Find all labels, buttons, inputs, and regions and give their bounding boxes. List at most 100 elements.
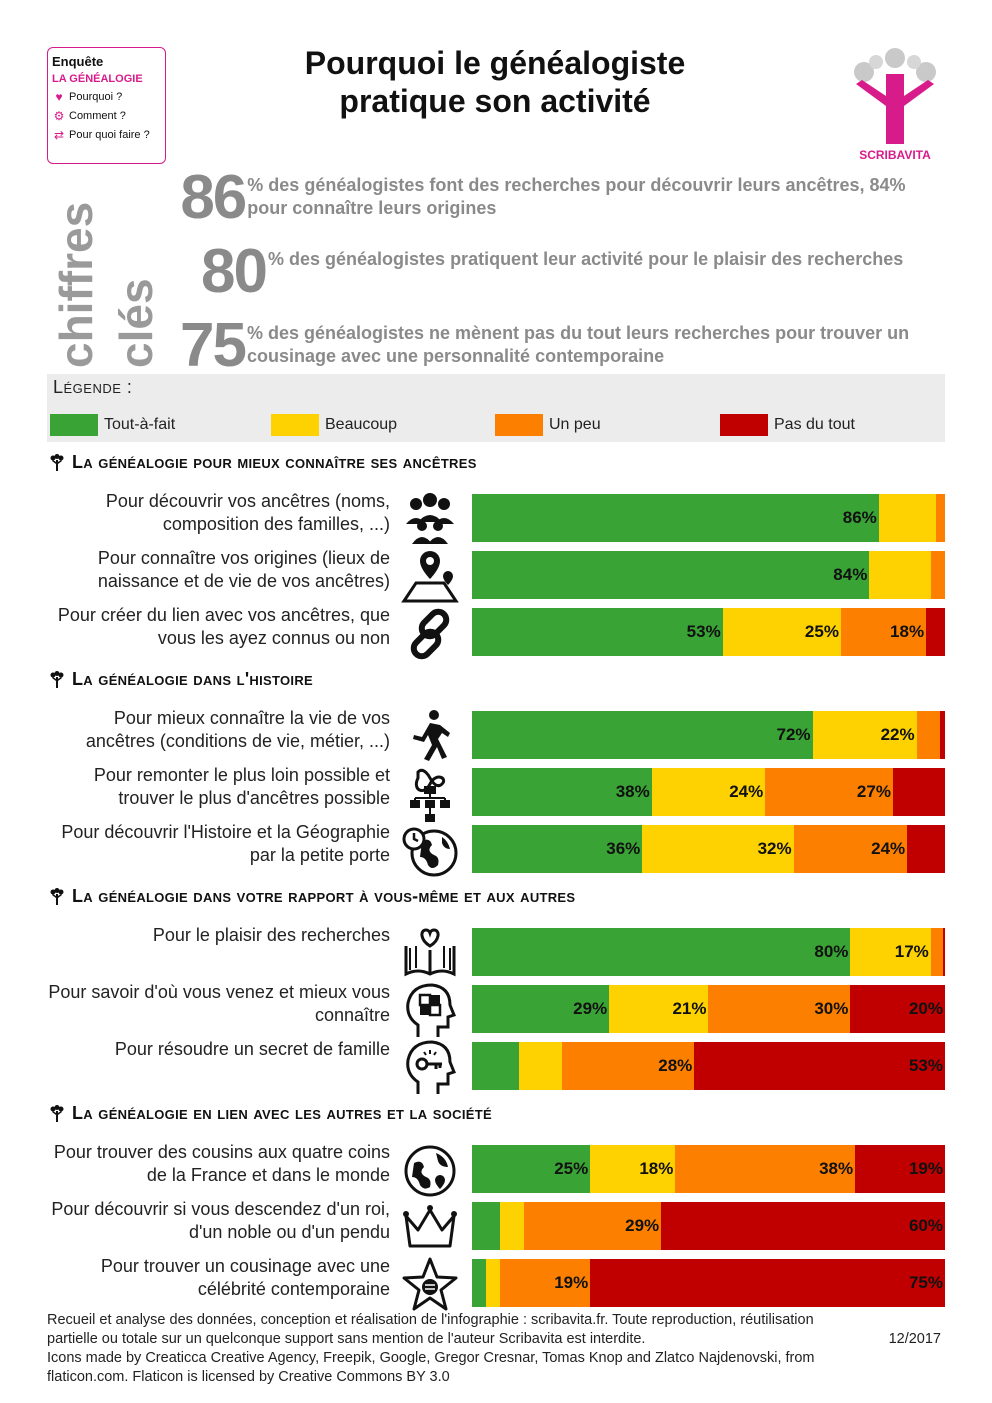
bar-segment-tout-a-fait: 84% — [472, 551, 870, 599]
stacked-bar: 80% 17% — [472, 928, 945, 976]
bar-segment-un-peu — [916, 711, 941, 759]
bar-value-label: 86% — [842, 508, 877, 527]
bar-segment-pas-du-tout — [942, 928, 945, 976]
bar-segment-un-peu: 29% — [524, 1202, 662, 1250]
puzzle-head-icon — [406, 983, 456, 1037]
survey-badge: Enquête LA GÉNÉALOGIE ♥ Pourquoi ? ⚙ Comme… — [47, 47, 166, 164]
bar-segment-beaucoup — [878, 494, 936, 542]
tree-icon — [50, 453, 64, 471]
bar-segment-beaucoup: 24% — [651, 768, 766, 816]
footer-line: flaticon.com. Flaticon is licensed by Cr… — [47, 1369, 450, 1385]
bar-segment-un-peu — [935, 494, 945, 542]
stacked-bar: 38% 24% 27% — [472, 768, 945, 816]
bar-value-label: 19% — [908, 1159, 943, 1178]
bar-segment-beaucoup: 21% — [609, 985, 709, 1033]
badge-item-why: ♥ Pourquoi ? — [52, 90, 161, 104]
bar-segment-un-peu — [930, 928, 943, 976]
question-label: Pour découvrir si vous descendez d'un ro… — [51, 1199, 390, 1242]
legend-swatch — [495, 414, 543, 436]
stacked-bar: 29% 60% — [472, 1202, 945, 1250]
key-figure-row: 75 % des généalogistes ne mènent pas du … — [180, 311, 940, 380]
bar-value-label: 32% — [757, 839, 792, 858]
bar-value-label: 17% — [894, 942, 929, 961]
bar-value-label: 24% — [871, 839, 906, 858]
stacked-bar: 53% 25% 18% — [472, 608, 945, 656]
legend-swatch — [50, 414, 98, 436]
badge-title: Enquête — [52, 54, 104, 69]
heart-book-icon — [404, 928, 456, 977]
bar-segment-pas-du-tout: 60% — [661, 1202, 945, 1250]
bar-segment-tout-a-fait: 80% — [472, 928, 851, 976]
chain-link-icon — [410, 608, 450, 660]
question-label: Pour créer du lien avec vos ancêtres, qu… — [57, 605, 390, 648]
bar-segment-tout-a-fait — [472, 1202, 501, 1250]
bar-segment-pas-du-tout — [907, 825, 945, 873]
section-heading: La généalogie pour mieux connaître ses a… — [50, 452, 477, 473]
key-figures-label-line2: clés — [110, 278, 162, 368]
legend: Légende : Tout-à-fait Beaucoup Un peu Pa… — [47, 374, 945, 442]
bar-value-label: 60% — [908, 1216, 943, 1235]
heart-icon: ♥ — [55, 90, 63, 104]
key-figure-number: 75 — [180, 311, 247, 380]
badge-item-what-for: ⇄ Pour quoi faire ? — [52, 128, 161, 142]
section-title: La généalogie pour mieux connaître ses a… — [72, 452, 477, 472]
question-label: Pour découvrir l'Histoire et la Géograph… — [61, 822, 390, 865]
key-figures-label: chiffres clés — [50, 202, 162, 368]
stacked-bar: 86% — [472, 494, 945, 542]
bar-segment-un-peu: 24% — [793, 825, 908, 873]
stacked-bar: 28% 53% — [472, 1042, 945, 1090]
star-icon — [402, 1257, 458, 1311]
footer-date: 12/2017 — [888, 1331, 941, 1347]
key-figure-text: % des généalogistes font des recherches … — [247, 175, 906, 218]
legend-label: Pas du tout — [774, 416, 855, 433]
page-title: Pourquoi le généalogiste pratique son ac… — [230, 44, 760, 120]
bar-segment-beaucoup — [519, 1042, 562, 1090]
footer-line: partielle ou totale sur un quelconque su… — [47, 1331, 646, 1347]
footer-row: partielle ou totale sur un quelconque su… — [47, 1330, 947, 1349]
bar-segment-un-peu: 18% — [840, 608, 927, 656]
section-title: La généalogie en lien avec les autres et… — [72, 1103, 492, 1123]
badge-item-label: Pourquoi ? — [69, 91, 123, 103]
bar-value-label: 18% — [639, 1159, 674, 1178]
legend-label: Beaucoup — [325, 416, 398, 433]
bar-segment-un-peu: 27% — [765, 768, 893, 816]
badge-subtitle: LA GÉNÉALOGIE — [52, 73, 143, 85]
section-heading: La généalogie en lien avec les autres et… — [50, 1103, 492, 1124]
globe-pins-icon — [404, 1145, 456, 1197]
bar-value-label: 25% — [554, 1159, 589, 1178]
bar-value-label: 19% — [554, 1273, 589, 1292]
legend-label: Tout-à-fait — [104, 416, 176, 433]
globe-history-icon — [402, 827, 458, 877]
key-figure-number: 80 — [201, 237, 268, 306]
bar-value-label: 30% — [814, 999, 849, 1018]
bar-segment-beaucoup — [500, 1202, 525, 1250]
footer: Recueil et analyse des données, concepti… — [47, 1311, 947, 1387]
bar-segment-tout-a-fait: 53% — [472, 608, 723, 656]
footer-line: Icons made by Creaticca Creative Agency,… — [47, 1350, 815, 1366]
bar-value-label: 38% — [819, 1159, 854, 1178]
stacked-bar: 72% 22% — [472, 711, 945, 759]
key-head-icon — [406, 1040, 456, 1094]
badge-item-how: ⚙ Comment ? — [52, 109, 161, 123]
bar-segment-pas-du-tout: 20% — [850, 985, 945, 1033]
family-tree-infinity-icon — [410, 768, 450, 822]
bar-segment-pas-du-tout: 19% — [855, 1145, 945, 1193]
bar-segment-tout-a-fait: 25% — [472, 1145, 591, 1193]
question-label: Pour résoudre un secret de famille — [114, 1039, 390, 1059]
bar-segment-un-peu — [930, 551, 945, 599]
legend-title: Légende : — [53, 377, 133, 397]
title-line-1: Pourquoi le généalogiste — [304, 45, 686, 81]
bar-value-label: 29% — [573, 999, 608, 1018]
bar-value-label: 28% — [658, 1056, 693, 1075]
stacked-bar: 25% 18% 38% 19% — [472, 1145, 945, 1193]
bar-segment-pas-du-tout — [892, 768, 945, 816]
badge-item-label: Pour quoi faire ? — [69, 129, 150, 141]
bar-segment-tout-a-fait: 86% — [472, 494, 879, 542]
legend-swatch — [720, 414, 768, 436]
brand-name: SCRIBAVITA — [859, 148, 931, 162]
gears-icon: ⚙ — [53, 109, 65, 123]
bar-value-label: 24% — [729, 782, 764, 801]
bar-value-label: 53% — [908, 1056, 943, 1075]
question-label: Pour le plaisir des recherches — [152, 925, 390, 945]
legend-item: Pas du tout — [720, 414, 855, 436]
